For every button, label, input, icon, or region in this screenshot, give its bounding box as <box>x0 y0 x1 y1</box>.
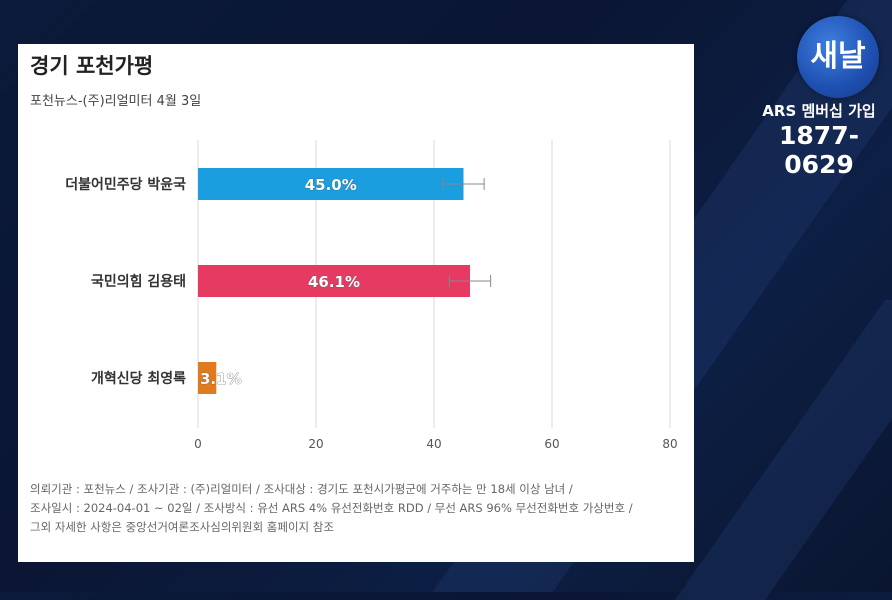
chart-subtitle: 포천뉴스-(주)리얼미터 4월 3일 <box>30 94 202 109</box>
bar <box>198 168 464 200</box>
survey-footnote: 의뢰기관 : 포천뉴스 / 조사기관 : (주)리얼미터 / 조사대상 : 경기… <box>30 480 690 537</box>
x-tick-label: 0 <box>194 437 202 451</box>
category-label: 개혁신당 최영록 <box>91 370 186 387</box>
footnote-line: 의뢰기관 : 포천뉴스 / 조사기관 : (주)리얼미터 / 조사대상 : 경기… <box>30 482 573 496</box>
footnote-line: 그외 자세한 사항은 중앙선거여론조사심의위원회 홈페이지 참조 <box>30 520 334 534</box>
chart-card: 경기 포천가평 포천뉴스-(주)리얼미터 4월 3일 0 20 40 60 80 더불어민… <box>18 44 694 562</box>
chart-title: 경기 포천가평 <box>30 54 154 78</box>
category-label: 국민의힘 김용태 <box>91 273 186 290</box>
bar <box>198 362 217 394</box>
x-tick-label: 40 <box>426 437 441 451</box>
data-label: 46.1% <box>308 273 360 291</box>
ars-phone-number: 1877-0629 <box>779 121 859 179</box>
category-label: 더불어민주당 박윤국 <box>65 176 186 193</box>
bar-chart: 0 20 40 60 80 더불어민주당 박윤국 45.0% 국민의힘 김용태 46.1% 개혁신… <box>65 140 678 451</box>
x-tick-label: 60 <box>544 437 559 451</box>
data-label: 45.0% <box>305 176 357 194</box>
ars-membership-label: ARS 멤버십 가입 <box>762 102 876 120</box>
footnote-line: 조사일시 : 2024-04-01 ~ 02일 / 조사방식 : 유선 ARS … <box>30 501 633 515</box>
bar <box>198 265 470 297</box>
x-tick-label: 80 <box>662 437 677 451</box>
x-tick-label: 20 <box>308 437 323 451</box>
saenal-logo: 새날 <box>797 16 879 98</box>
data-label: 3.1% <box>200 370 242 388</box>
